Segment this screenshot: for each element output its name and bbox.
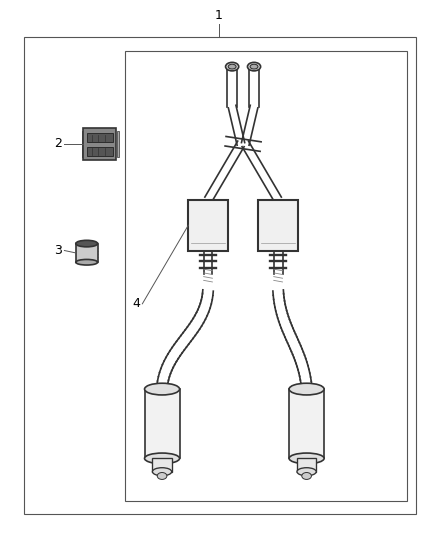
Bar — [258, 200, 298, 251]
Bar — [87, 133, 113, 142]
Bar — [117, 131, 119, 157]
Ellipse shape — [145, 453, 180, 464]
Text: 4: 4 — [132, 297, 140, 310]
Bar — [152, 458, 172, 472]
Bar — [145, 389, 180, 458]
Ellipse shape — [145, 383, 180, 395]
Ellipse shape — [152, 468, 172, 475]
Bar — [87, 147, 113, 156]
Text: 1: 1 — [215, 10, 223, 22]
Bar — [188, 200, 228, 251]
Bar — [24, 37, 416, 514]
Ellipse shape — [157, 472, 167, 480]
Bar — [125, 51, 407, 501]
Bar — [82, 131, 84, 157]
Ellipse shape — [250, 64, 258, 69]
Ellipse shape — [297, 468, 316, 475]
Bar — [83, 128, 116, 160]
Ellipse shape — [302, 472, 311, 480]
Ellipse shape — [247, 62, 261, 71]
Ellipse shape — [76, 260, 98, 265]
Bar — [76, 244, 98, 262]
Ellipse shape — [226, 62, 239, 71]
Ellipse shape — [289, 383, 324, 395]
Text: 2: 2 — [54, 138, 62, 150]
Text: 3: 3 — [54, 244, 62, 257]
Ellipse shape — [228, 64, 236, 69]
Ellipse shape — [76, 240, 98, 247]
Ellipse shape — [289, 453, 324, 464]
Bar — [289, 389, 324, 458]
Bar — [297, 458, 316, 472]
